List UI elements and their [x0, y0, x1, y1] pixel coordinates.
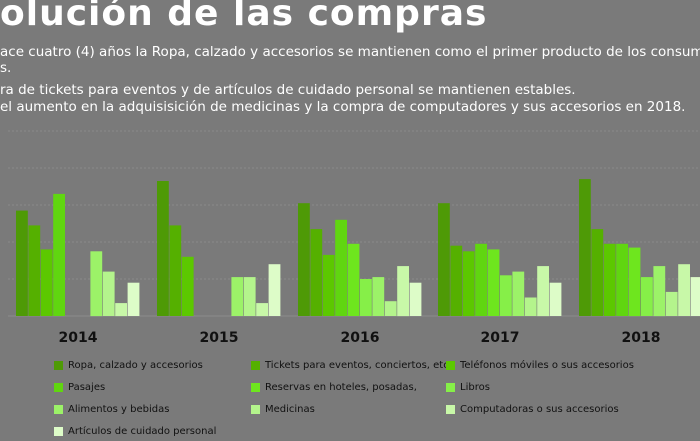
bar-2016-3 — [335, 219, 347, 316]
legend-swatch — [251, 383, 260, 392]
legend-item: Libros — [446, 382, 490, 393]
legend-swatch — [446, 383, 455, 392]
bar-2018-3 — [616, 243, 628, 316]
x-tick-label: 2017 — [481, 330, 520, 346]
bar-2016-7 — [384, 301, 397, 316]
legend-swatch — [54, 383, 63, 392]
bar-2017-5 — [500, 275, 512, 316]
bar-2016-2 — [322, 254, 335, 316]
bullet-text: s. — [0, 60, 12, 76]
legend-item: Computadoras o sus accesorios — [446, 404, 619, 415]
legend-label: Teléfonos móviles o sus accesorios — [460, 360, 634, 371]
legend-swatch — [54, 427, 63, 436]
bar-2016-5 — [360, 279, 372, 316]
bar-2014-9 — [127, 282, 140, 316]
bar-2015-1 — [169, 225, 182, 316]
x-tick-label: 2018 — [622, 330, 661, 346]
bar-2017-9 — [549, 282, 562, 316]
legend-label: Pasajes — [68, 382, 106, 393]
legend-label: Alimentos y bebidas — [68, 404, 170, 415]
bar-2018-4 — [628, 247, 641, 317]
legend-swatch — [251, 405, 260, 414]
legend-item: Reservas en hoteles, posadas, — [251, 382, 417, 393]
x-tick-label: 2016 — [341, 330, 380, 346]
bar-2016-9 — [409, 282, 422, 316]
legend-item: Tickets para eventos, conciertos, etc. — [251, 360, 452, 371]
bullet-text: ace cuatro (4) años la Ropa, calzado y a… — [0, 44, 700, 60]
legend-label: Reservas en hoteles, posadas, — [265, 382, 417, 393]
bar-2014-2 — [40, 249, 53, 316]
x-tick-label: 2015 — [200, 330, 239, 346]
legend-swatch — [54, 361, 63, 370]
legend-label: Medicinas — [265, 404, 315, 415]
legend-swatch — [54, 405, 63, 414]
bar-2014-6 — [90, 251, 103, 317]
bar-2014-8 — [115, 303, 127, 317]
legend-swatch — [446, 361, 455, 370]
bar-2017-4 — [487, 249, 500, 316]
bar-2014-3 — [53, 193, 65, 316]
bar-2018-5 — [641, 277, 653, 316]
legend-label: Libros — [460, 382, 490, 393]
legend-swatch — [251, 361, 260, 370]
bar-2014-7 — [102, 271, 115, 316]
bar-2017-7 — [524, 297, 537, 316]
bar-2016-6 — [372, 277, 385, 316]
bar-2017-2 — [462, 251, 475, 317]
bar-2018-0 — [579, 179, 591, 316]
bar-2016-8 — [397, 266, 409, 317]
bar-2015-2 — [181, 256, 194, 316]
legend-item: Teléfonos móviles o sus accesorios — [446, 360, 634, 371]
bar-2015-9 — [268, 264, 281, 316]
bar-2018-8 — [678, 264, 690, 316]
bar-2016-1 — [310, 229, 323, 316]
bar-2018-7 — [665, 291, 678, 316]
bar-2016-0 — [298, 203, 310, 316]
legend-item: Pasajes — [54, 382, 105, 393]
bullet-text: ra de tickets para eventos y de artículo… — [0, 82, 576, 98]
bar-2017-0 — [438, 203, 450, 316]
bar-2017-1 — [450, 245, 463, 316]
x-tick-label: 2014 — [59, 330, 98, 346]
bar-2017-6 — [512, 271, 525, 316]
legend-label: Ropa, calzado y accesorios — [68, 360, 203, 371]
page-title: olución de las compras — [0, 0, 488, 34]
bar-2016-4 — [347, 243, 360, 316]
legend-label: Artículos de cuidado personal — [68, 426, 217, 437]
bar-2018-6 — [653, 266, 666, 317]
legend-label: Tickets para eventos, conciertos, etc. — [265, 360, 452, 371]
legend-label: Computadoras o sus accesorios — [460, 404, 619, 415]
bar-2018-9 — [690, 277, 700, 316]
bar-2018-2 — [603, 243, 616, 316]
bar-2017-8 — [537, 266, 549, 317]
legend-swatch — [446, 405, 455, 414]
bar-2018-1 — [591, 229, 604, 316]
legend-item: Alimentos y bebidas — [54, 404, 169, 415]
bar-2017-3 — [475, 243, 487, 316]
bar-2015-6 — [231, 277, 244, 316]
bullet-text: el aumento en la adquisisición de medici… — [0, 99, 686, 115]
bar-2014-0 — [16, 210, 28, 316]
chart-legend: Ropa, calzado y accesorios Tickets para e… — [0, 352, 700, 441]
legend-item: Medicinas — [251, 404, 315, 415]
legend-item: Ropa, calzado y accesorios — [54, 360, 203, 371]
bar-2015-7 — [243, 277, 256, 316]
bar-2015-0 — [157, 181, 169, 316]
bar-2015-8 — [256, 303, 268, 317]
bar-2014-1 — [28, 225, 41, 316]
legend-item: Artículos de cuidado personal — [54, 426, 216, 437]
